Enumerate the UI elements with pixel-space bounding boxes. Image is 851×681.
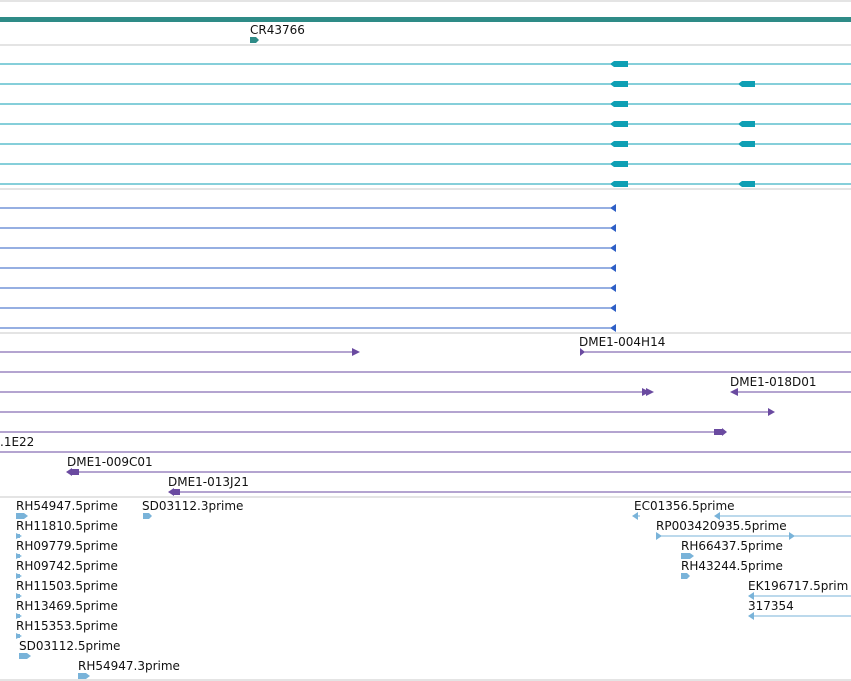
est-label[interactable]: RH11810.5prime bbox=[16, 519, 118, 533]
est-feature[interactable] bbox=[632, 512, 851, 520]
protein-row[interactable] bbox=[0, 244, 616, 252]
transcript-row[interactable] bbox=[0, 181, 851, 187]
protein-row[interactable] bbox=[0, 324, 616, 332]
clone-label[interactable]: .1E22 bbox=[0, 435, 34, 449]
est-label[interactable]: EK196717.5prim bbox=[748, 579, 848, 593]
est-feature[interactable] bbox=[681, 553, 694, 559]
protein-row[interactable] bbox=[0, 284, 616, 292]
est-feature[interactable] bbox=[16, 613, 22, 619]
clone-label[interactable]: DME1-004H14 bbox=[579, 335, 665, 349]
est-feature[interactable] bbox=[16, 533, 22, 539]
protein-row[interactable] bbox=[0, 304, 616, 312]
est-feature[interactable] bbox=[16, 513, 28, 519]
clone-labels: DME1-004H14 DME1-018D01 .1E22 DME1-009C0… bbox=[0, 335, 817, 489]
clone-row[interactable] bbox=[0, 408, 775, 416]
gene-span-bar bbox=[0, 17, 851, 22]
transcript-row[interactable] bbox=[0, 61, 851, 67]
est-label[interactable]: RH13469.5prime bbox=[16, 599, 118, 613]
est-label[interactable]: RH09742.5prime bbox=[16, 559, 118, 573]
protein-row[interactable] bbox=[0, 224, 616, 232]
est-features bbox=[16, 512, 851, 679]
est-label[interactable]: RH09779.5prime bbox=[16, 539, 118, 553]
clone-row[interactable] bbox=[0, 428, 727, 436]
transcript-row[interactable] bbox=[0, 121, 851, 127]
clone-row[interactable] bbox=[730, 388, 851, 396]
est-feature[interactable] bbox=[748, 612, 851, 620]
transcript-track bbox=[0, 61, 851, 187]
est-feature[interactable] bbox=[143, 513, 152, 519]
est-feature[interactable] bbox=[16, 553, 22, 559]
est-label[interactable]: 317354 bbox=[748, 599, 794, 613]
clone-row[interactable] bbox=[580, 348, 851, 356]
est-feature[interactable] bbox=[19, 653, 31, 659]
gene-track: CR43766 bbox=[250, 23, 305, 43]
est-label[interactable]: RH66437.5prime bbox=[681, 539, 783, 553]
est-feature[interactable] bbox=[78, 673, 90, 679]
est-label[interactable]: RH54947.5prime bbox=[16, 499, 118, 513]
transcript-row[interactable] bbox=[0, 101, 851, 107]
clone-row[interactable] bbox=[0, 388, 654, 396]
transcript-row[interactable] bbox=[0, 141, 851, 147]
est-label[interactable]: SD03112.5prime bbox=[19, 639, 120, 653]
gene-label[interactable]: CR43766 bbox=[250, 23, 305, 37]
protein-row[interactable] bbox=[0, 204, 616, 212]
clone-label[interactable]: DME1-009C01 bbox=[67, 455, 153, 469]
est-labels: RH54947.5prime SD03112.3prime EC01356.5p… bbox=[16, 499, 848, 673]
est-feature[interactable] bbox=[16, 573, 22, 579]
est-label[interactable]: RP003420935.5prime bbox=[656, 519, 787, 533]
est-label[interactable]: RH11503.5prime bbox=[16, 579, 118, 593]
transcript-row[interactable] bbox=[0, 81, 851, 87]
est-feature[interactable] bbox=[748, 592, 851, 600]
est-feature[interactable] bbox=[681, 573, 690, 579]
est-label[interactable]: RH43244.5prime bbox=[681, 559, 783, 573]
clone-label[interactable]: DME1-018D01 bbox=[730, 375, 817, 389]
est-label[interactable]: RH15353.5prime bbox=[16, 619, 118, 633]
protein-row[interactable] bbox=[0, 264, 616, 272]
est-feature[interactable] bbox=[16, 593, 22, 599]
clone-row[interactable] bbox=[66, 468, 851, 476]
clone-row[interactable] bbox=[0, 348, 360, 356]
clone-row[interactable] bbox=[168, 488, 851, 496]
est-feature[interactable] bbox=[16, 633, 22, 639]
gene-feature[interactable] bbox=[250, 37, 259, 43]
est-label[interactable]: SD03112.3prime bbox=[142, 499, 243, 513]
clone-label[interactable]: DME1-013J21 bbox=[168, 475, 249, 489]
clone-track bbox=[0, 348, 851, 496]
est-label[interactable]: EC01356.5prime bbox=[634, 499, 735, 513]
est-label[interactable]: RH54947.3prime bbox=[78, 659, 180, 673]
protein-track bbox=[0, 204, 616, 332]
est-feature[interactable] bbox=[656, 532, 851, 540]
transcript-row[interactable] bbox=[0, 161, 851, 167]
